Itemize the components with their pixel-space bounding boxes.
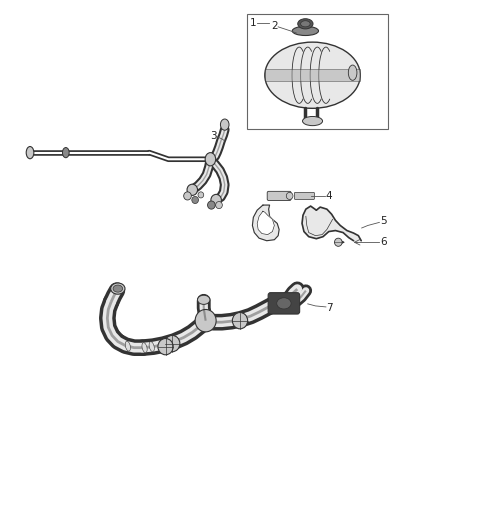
Ellipse shape (216, 202, 222, 209)
Circle shape (232, 312, 248, 329)
Ellipse shape (348, 65, 357, 80)
Polygon shape (257, 211, 275, 234)
Ellipse shape (292, 26, 319, 35)
Text: 5: 5 (380, 217, 386, 226)
Ellipse shape (113, 285, 122, 292)
Ellipse shape (265, 42, 360, 109)
Ellipse shape (220, 119, 229, 130)
Ellipse shape (198, 295, 210, 304)
Ellipse shape (142, 343, 147, 353)
Ellipse shape (111, 283, 125, 294)
Polygon shape (302, 206, 361, 241)
Ellipse shape (300, 21, 310, 27)
Ellipse shape (205, 153, 216, 166)
Ellipse shape (187, 184, 198, 196)
Ellipse shape (207, 201, 215, 209)
Circle shape (165, 335, 180, 352)
Text: 2: 2 (271, 21, 277, 31)
Circle shape (335, 238, 342, 246)
FancyBboxPatch shape (267, 191, 291, 201)
Text: 6: 6 (380, 237, 386, 247)
Ellipse shape (277, 298, 291, 309)
Text: 7: 7 (326, 303, 333, 313)
Ellipse shape (26, 146, 34, 159)
FancyBboxPatch shape (268, 293, 300, 314)
Circle shape (158, 338, 173, 355)
Circle shape (286, 193, 293, 200)
FancyBboxPatch shape (247, 14, 388, 129)
Text: 4: 4 (325, 191, 332, 201)
Ellipse shape (211, 195, 221, 206)
Ellipse shape (192, 197, 199, 204)
Circle shape (195, 309, 216, 332)
Ellipse shape (184, 192, 192, 200)
Ellipse shape (302, 116, 323, 125)
Ellipse shape (149, 342, 155, 352)
Ellipse shape (62, 147, 69, 158)
FancyBboxPatch shape (265, 69, 360, 81)
Text: 1: 1 (250, 18, 257, 28)
Polygon shape (252, 205, 279, 241)
Ellipse shape (198, 192, 204, 198)
Text: 3: 3 (210, 131, 216, 141)
Ellipse shape (298, 19, 313, 29)
FancyBboxPatch shape (294, 193, 314, 200)
Ellipse shape (125, 341, 131, 351)
